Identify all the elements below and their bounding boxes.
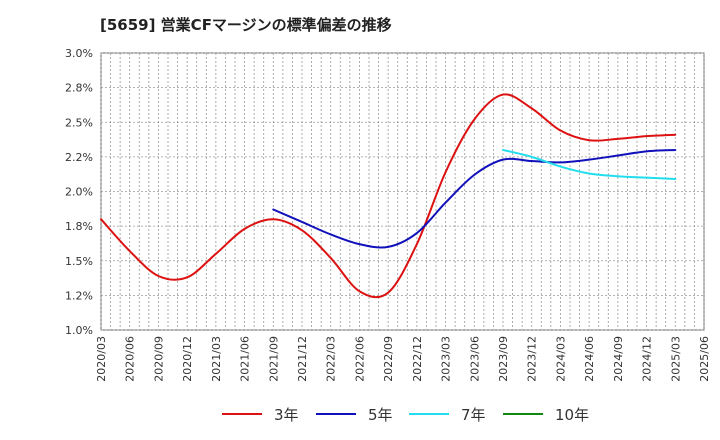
legend-swatch [222,413,262,415]
x-tick-label: 2020/06 [124,336,137,382]
x-tick-label: 2023/06 [468,336,481,382]
x-tick-label: 2020/03 [95,336,108,382]
x-tick-label: 2022/12 [411,336,424,382]
x-tick-label: 2021/03 [210,336,223,382]
legend-item: 7年 [409,402,486,426]
y-tick-label: 1.5% [65,255,93,268]
legend-item: 5年 [316,402,393,426]
legend-swatch [409,413,449,415]
x-tick-label: 2024/06 [583,336,596,382]
legend: 3年 5年 7年 10年 [0,402,720,426]
x-tick-label: 2022/03 [325,336,338,382]
legend-swatch [503,413,543,415]
legend-label: 7年 [461,405,486,424]
x-tick-label: 2023/09 [497,336,510,382]
legend-swatch [316,413,356,415]
y-tick-labels: 1.0% 1.2% 1.5% 1.8% 2.0% 2.2% 2.5% 2.8% 3.0% [65,47,93,337]
series-layer [100,93,677,299]
y-tick-label: 2.5% [65,116,93,129]
series-line-3 [502,148,677,181]
x-tick-labels: 2020/03 2020/06 2020/09 2020/12 2021/03 2021/… [95,336,711,382]
y-tick-label: 2.8% [65,82,93,95]
x-tick-label: 2021/06 [239,336,252,382]
x-tick-label: 2020/09 [152,336,165,382]
legend-label: 3年 [274,405,299,424]
x-tick-label: 2022/09 [382,336,395,382]
x-tick-label: 2025/06 [698,336,711,382]
x-tick-label: 2022/06 [353,336,366,382]
x-tick-label: 2024/12 [641,336,654,382]
y-gridlines [101,52,704,331]
legend-label: 5年 [368,405,393,424]
series-line-2 [272,148,677,249]
legend-item: 10年 [503,402,589,426]
y-tick-label: 2.2% [65,151,93,164]
legend-label: 10年 [555,405,590,424]
y-tick-label: 1.2% [65,289,93,302]
y-tick-label: 3.0% [65,47,93,60]
x-tick-label: 2020/12 [181,336,194,382]
x-tick-label: 2024/03 [554,336,567,382]
y-tick-label: 1.8% [65,220,93,233]
x-tick-label: 2024/09 [612,336,625,382]
y-tick-label: 1.0% [65,324,93,337]
x-tick-label: 2023/12 [526,336,539,382]
x-tick-label: 2021/12 [296,336,309,382]
x-tick-label: 2023/03 [440,336,453,382]
legend-item: 3年 [222,402,299,426]
chart-title: [5659] 営業CFマージンの標準偏差の推移 [100,16,392,34]
y-tick-label: 2.0% [65,186,93,199]
series-line-1 [100,93,677,299]
x-tick-label: 2025/03 [669,336,682,382]
x-tick-label: 2021/09 [267,336,280,382]
